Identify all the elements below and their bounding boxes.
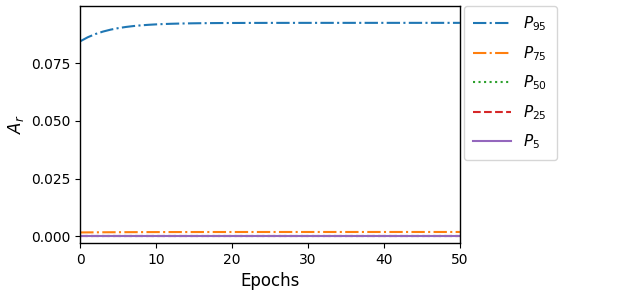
$P_{50}$ (190, 234, 198, 237)
$P_{75}$ (449, 230, 456, 234)
Y-axis label: $A_r$: $A_r$ (6, 115, 26, 134)
$P_{95}$ (160, 22, 168, 26)
$P_{75}$ (198, 230, 205, 234)
$P_{95}$ (198, 21, 205, 25)
$P_{25}$ (160, 234, 168, 238)
$P_{95}$ (350, 21, 357, 25)
$P_{95}$ (327, 21, 335, 25)
$P_{25}$ (449, 234, 456, 238)
$P_{50}$ (449, 234, 456, 237)
$P_{50}$ (76, 234, 84, 237)
$P_{75}$ (350, 230, 357, 234)
$P_{50}$ (160, 234, 168, 237)
$P_{75}$ (327, 230, 335, 234)
$P_{5}$ (198, 234, 205, 238)
$P_{75}$ (190, 230, 198, 234)
$P_{25}$ (76, 234, 84, 238)
$P_{75}$ (456, 230, 464, 234)
$P_{25}$ (198, 234, 205, 238)
$P_{95}$ (449, 21, 456, 25)
$P_{75}$ (160, 230, 168, 234)
$P_{5}$ (449, 234, 456, 238)
$P_{25}$ (190, 234, 198, 238)
$P_{50}$ (350, 234, 357, 237)
$P_{25}$ (350, 234, 357, 238)
$P_{5}$ (456, 234, 464, 238)
$P_{5}$ (350, 234, 357, 238)
$P_{5}$ (160, 234, 168, 238)
$P_{75}$ (76, 231, 84, 234)
$P_{95}$ (456, 21, 464, 25)
$P_{5}$ (76, 234, 84, 238)
Line: $P_{95}$: $P_{95}$ (80, 23, 460, 41)
$P_{95}$ (76, 40, 84, 43)
$P_{50}$ (327, 234, 335, 237)
$P_{5}$ (190, 234, 198, 238)
$P_{50}$ (456, 234, 464, 237)
$P_{25}$ (327, 234, 335, 238)
X-axis label: Epochs: Epochs (241, 272, 300, 290)
Legend: $P_{95}$, $P_{75}$, $P_{50}$, $P_{25}$, $P_{5}$: $P_{95}$, $P_{75}$, $P_{50}$, $P_{25}$, … (464, 6, 556, 160)
$P_{95}$ (190, 22, 198, 25)
$P_{5}$ (327, 234, 335, 238)
$P_{50}$ (198, 234, 205, 237)
$P_{25}$ (456, 234, 464, 238)
